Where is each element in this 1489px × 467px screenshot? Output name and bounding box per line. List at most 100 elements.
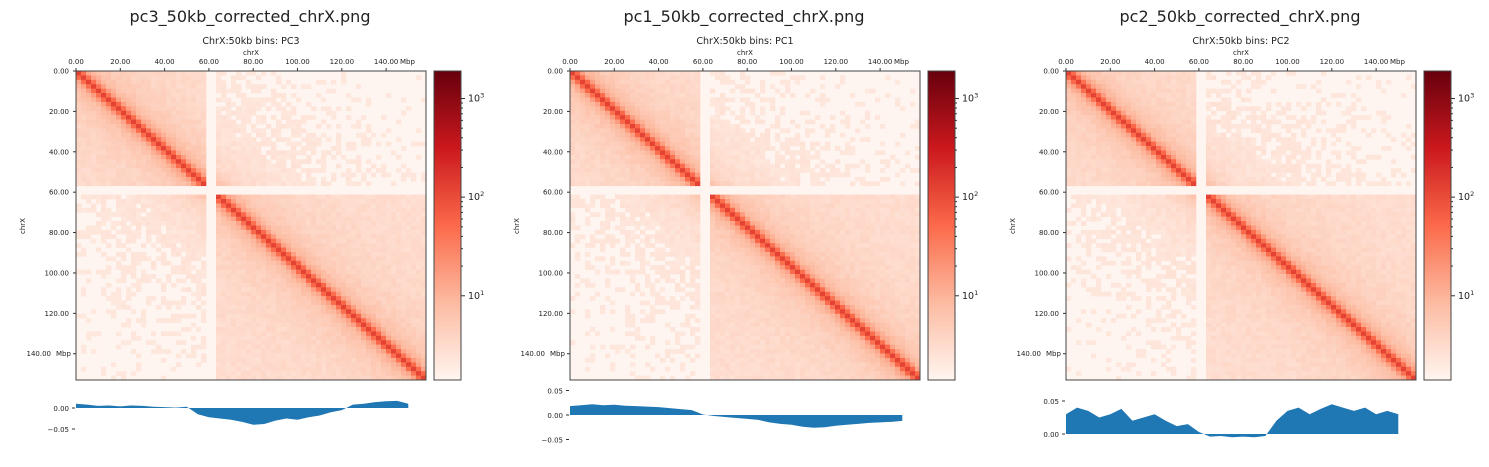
heatmap-cell	[805, 168, 810, 173]
heatmap-cell	[690, 97, 695, 102]
heatmap-cell	[356, 318, 361, 323]
heatmap-cell	[321, 349, 326, 354]
heatmap-cell	[750, 199, 755, 204]
heatmap-cell	[351, 230, 356, 235]
heatmap-cell	[406, 283, 411, 288]
heatmap-cell	[116, 102, 121, 107]
heatmap-cell	[336, 340, 341, 345]
heatmap-cell	[201, 120, 206, 125]
heatmap-cell	[361, 226, 366, 231]
heatmap-cell	[720, 208, 725, 213]
y-tick-label: 40.00	[49, 148, 69, 156]
heatmap-cell	[236, 314, 241, 319]
heatmap-cell	[895, 159, 900, 164]
heatmap-cell	[261, 212, 266, 217]
heatmap-cell	[645, 124, 650, 129]
heatmap-cell	[376, 327, 381, 332]
heatmap-cell	[605, 168, 610, 173]
heatmap-cell	[590, 137, 595, 142]
heatmap-cell	[386, 309, 391, 314]
heatmap-cell	[166, 146, 171, 151]
heatmap-cell	[750, 102, 755, 107]
heatmap-cell	[116, 137, 121, 142]
heatmap-cell	[745, 217, 750, 222]
heatmap-cell	[131, 221, 136, 226]
heatmap-cell	[301, 270, 306, 275]
heatmap-cell	[86, 71, 91, 76]
heatmap-cell	[650, 111, 655, 116]
heatmap-cell	[371, 234, 376, 239]
heatmap-cell	[151, 115, 156, 120]
heatmap-cell	[241, 177, 246, 182]
heatmap-cell	[815, 195, 820, 200]
heatmap-cell	[361, 221, 366, 226]
heatmap-cell	[266, 323, 271, 328]
heatmap-cell	[401, 97, 406, 102]
heatmap-cell	[96, 80, 101, 85]
heatmap-cell	[201, 106, 206, 111]
heatmap-cell	[251, 208, 256, 213]
heatmap-cell	[101, 106, 106, 111]
heatmap-cell	[401, 278, 406, 283]
heatmap-cell	[171, 367, 176, 372]
heatmap-cell	[825, 164, 830, 169]
heatmap-cell	[341, 371, 346, 376]
heatmap-cell	[361, 340, 366, 345]
heatmap-cell	[785, 128, 790, 133]
heatmap-cell	[610, 102, 615, 107]
heatmap-cell	[321, 367, 326, 372]
heatmap-cell	[216, 195, 221, 200]
heatmap-cell	[675, 137, 680, 142]
heatmap-cell	[236, 340, 241, 345]
heatmap-cell	[635, 199, 640, 204]
heatmap-cell	[351, 195, 356, 200]
heatmap-cell	[635, 106, 640, 111]
heatmap-cell	[116, 115, 121, 120]
heatmap-cell	[176, 230, 181, 235]
heatmap-cell	[221, 203, 226, 208]
heatmap-cell	[256, 164, 261, 169]
heatmap-cell	[775, 195, 780, 200]
heatmap-cell	[720, 93, 725, 98]
heatmap-cell	[306, 323, 311, 328]
heatmap-cell	[735, 177, 740, 182]
heatmap-cell	[381, 261, 386, 266]
heatmap-cell	[745, 181, 750, 186]
heatmap-cell	[136, 367, 141, 372]
heatmap-cell	[291, 265, 296, 270]
heatmap-cell	[715, 155, 720, 160]
heatmap-cell	[131, 371, 136, 376]
heatmap-cell	[316, 354, 321, 359]
heatmap-cell	[236, 367, 241, 372]
heatmap-cell	[321, 120, 326, 125]
heatmap-cell	[665, 133, 670, 138]
heatmap-cell	[186, 133, 191, 138]
heatmap-cell	[176, 173, 181, 178]
heatmap-cell	[291, 336, 296, 341]
heatmap-cell	[311, 208, 316, 213]
heatmap-cell	[196, 270, 201, 275]
heatmap-cell	[730, 80, 735, 85]
heatmap-cell	[76, 230, 81, 235]
heatmap-cell	[201, 195, 206, 200]
heatmap-cell	[710, 195, 715, 200]
heatmap-cell	[595, 111, 600, 116]
heatmap-cell	[271, 164, 276, 169]
heatmap-cell	[301, 181, 306, 186]
heatmap-cell	[371, 164, 376, 169]
heatmap-cell	[570, 217, 575, 222]
heatmap-cell	[326, 212, 331, 217]
heatmap-cell	[286, 252, 291, 257]
heatmap-cell	[660, 146, 665, 151]
heatmap-cell	[800, 195, 805, 200]
heatmap-cell	[645, 217, 650, 222]
heatmap-cell	[650, 75, 655, 80]
heatmap-cell	[331, 256, 336, 261]
heatmap-cell	[331, 283, 336, 288]
heatmap-cell	[660, 71, 665, 76]
heatmap-cell	[191, 234, 196, 239]
heatmap-cell	[575, 133, 580, 138]
heatmap-cell	[710, 203, 715, 208]
heatmap-cell	[760, 164, 765, 169]
heatmap-cell	[171, 199, 176, 204]
